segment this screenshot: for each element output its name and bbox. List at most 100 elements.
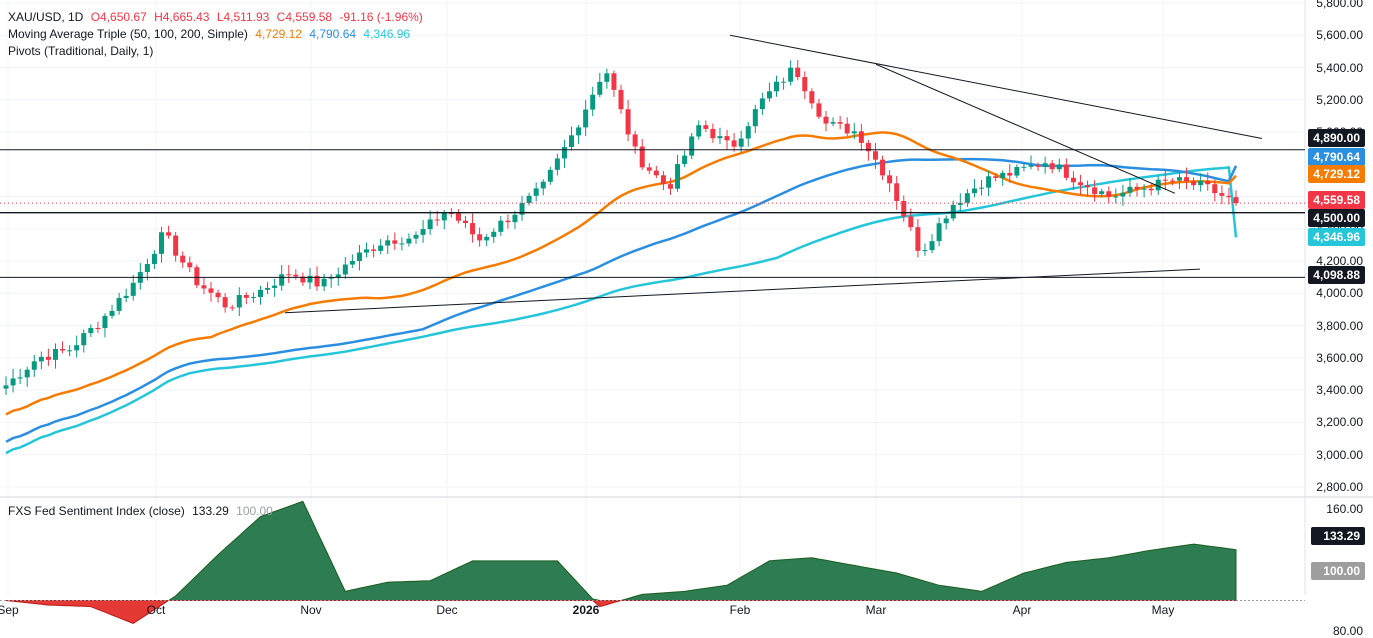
y-tick-label: 3,600.00 — [1316, 350, 1363, 365]
trendline-middle — [875, 63, 1176, 194]
y-tick-label: 3,800.00 — [1316, 318, 1363, 333]
candle-body — [1070, 177, 1076, 183]
indicator-ref-tag: 100.00 — [1311, 562, 1365, 580]
candle-body — [314, 275, 320, 287]
candle-body — [201, 285, 207, 289]
candle-body — [632, 134, 638, 147]
indicator-y-tick-label: 160.00 — [1326, 502, 1363, 516]
candle-body — [378, 245, 384, 251]
candle-body — [816, 103, 822, 117]
close-price-tag: 4,559.58 — [1308, 191, 1365, 209]
y-tick-label: 4,000.00 — [1316, 286, 1363, 301]
candle-body — [766, 91, 772, 99]
candle-body — [102, 315, 108, 329]
candle-body — [901, 200, 907, 217]
candle-body — [371, 249, 377, 251]
candle-body — [986, 176, 992, 188]
ma100-line — [5, 157, 1238, 443]
candle-body — [392, 240, 398, 244]
y-tick-label: 3,000.00 — [1316, 447, 1363, 462]
candle-body — [1205, 180, 1211, 185]
candle-body — [491, 231, 497, 237]
candle-body — [717, 136, 723, 139]
candle-body — [710, 128, 716, 139]
candle-body — [1085, 185, 1091, 188]
candle-body — [328, 277, 334, 279]
open-value: O4,650.67 — [90, 10, 147, 24]
y-tick-label: 3,400.00 — [1316, 383, 1363, 398]
candle-body — [667, 184, 673, 189]
y-tick-label: 5,200.00 — [1316, 92, 1363, 107]
candle-body — [88, 327, 94, 334]
candle-body — [1141, 188, 1147, 190]
change-value: -91.16 (-1.96%) — [339, 10, 423, 24]
candle-body — [533, 188, 539, 196]
candle-body — [1127, 186, 1133, 193]
candle-body — [1191, 181, 1197, 186]
candle-body — [95, 327, 101, 329]
y-tick-label: 5,400.00 — [1316, 60, 1363, 75]
candle-body — [272, 285, 278, 288]
candle-body — [335, 274, 341, 278]
candle-body — [872, 151, 878, 160]
x-tick-label: Oct — [146, 603, 166, 617]
candle-body — [774, 81, 780, 92]
candle-body — [300, 276, 306, 283]
ma200-value: 4,346.96 — [363, 27, 411, 41]
candle-body — [208, 288, 214, 293]
candle-body — [823, 116, 829, 124]
candle-body — [569, 135, 575, 148]
candle-body — [964, 193, 970, 203]
candle-body — [731, 140, 737, 147]
candle-body — [505, 220, 511, 223]
candle-body — [1092, 187, 1098, 195]
candle-body — [427, 219, 433, 230]
candle-body — [448, 212, 454, 214]
y-tick-label: 5,600.00 — [1316, 28, 1363, 43]
candle-body — [993, 176, 999, 178]
candle-body — [1226, 195, 1232, 198]
candle-body — [1162, 179, 1168, 181]
candle-body — [957, 202, 963, 205]
candle-body — [1184, 177, 1190, 182]
candle-body — [809, 91, 815, 104]
candle-body — [356, 252, 362, 262]
candle-body — [682, 155, 688, 165]
candle-body — [477, 234, 483, 241]
candle-body — [1155, 179, 1161, 191]
candle-body — [971, 188, 977, 194]
candle-body — [781, 81, 787, 83]
candle-body — [349, 261, 355, 265]
candle-body — [45, 356, 51, 360]
candle-body — [462, 220, 468, 224]
ma100-value: 4,790.64 — [309, 27, 357, 41]
candle-body — [484, 236, 490, 241]
indicator-label: FXS Fed Sentiment Index (close) — [8, 504, 185, 518]
indicator-y-tick-label: 80.00 — [1332, 624, 1363, 638]
candle-body — [1056, 164, 1062, 170]
candle-body — [703, 125, 709, 129]
candle-body — [653, 170, 659, 176]
candle-body — [519, 202, 525, 215]
candle-body — [123, 295, 129, 299]
candle-body — [611, 73, 617, 90]
candle-body — [597, 81, 603, 95]
candle-body — [151, 253, 157, 265]
candle-body — [1035, 165, 1041, 167]
candle-body — [498, 220, 504, 232]
x-tick-label: Apr — [1012, 603, 1032, 617]
candle-body — [1028, 165, 1034, 167]
candle-body — [1099, 191, 1105, 195]
candle-body — [752, 109, 758, 127]
sentiment-area-negative — [5, 600, 1236, 624]
y-tick-label: 2,800.00 — [1316, 479, 1363, 494]
candle-body — [696, 125, 702, 137]
candle-body — [851, 131, 857, 134]
candle-body — [547, 169, 553, 182]
candle-body — [795, 67, 801, 78]
candle-body — [279, 274, 285, 286]
candle-body — [929, 241, 935, 251]
candle-body — [265, 287, 271, 290]
candle-body — [1106, 191, 1112, 197]
